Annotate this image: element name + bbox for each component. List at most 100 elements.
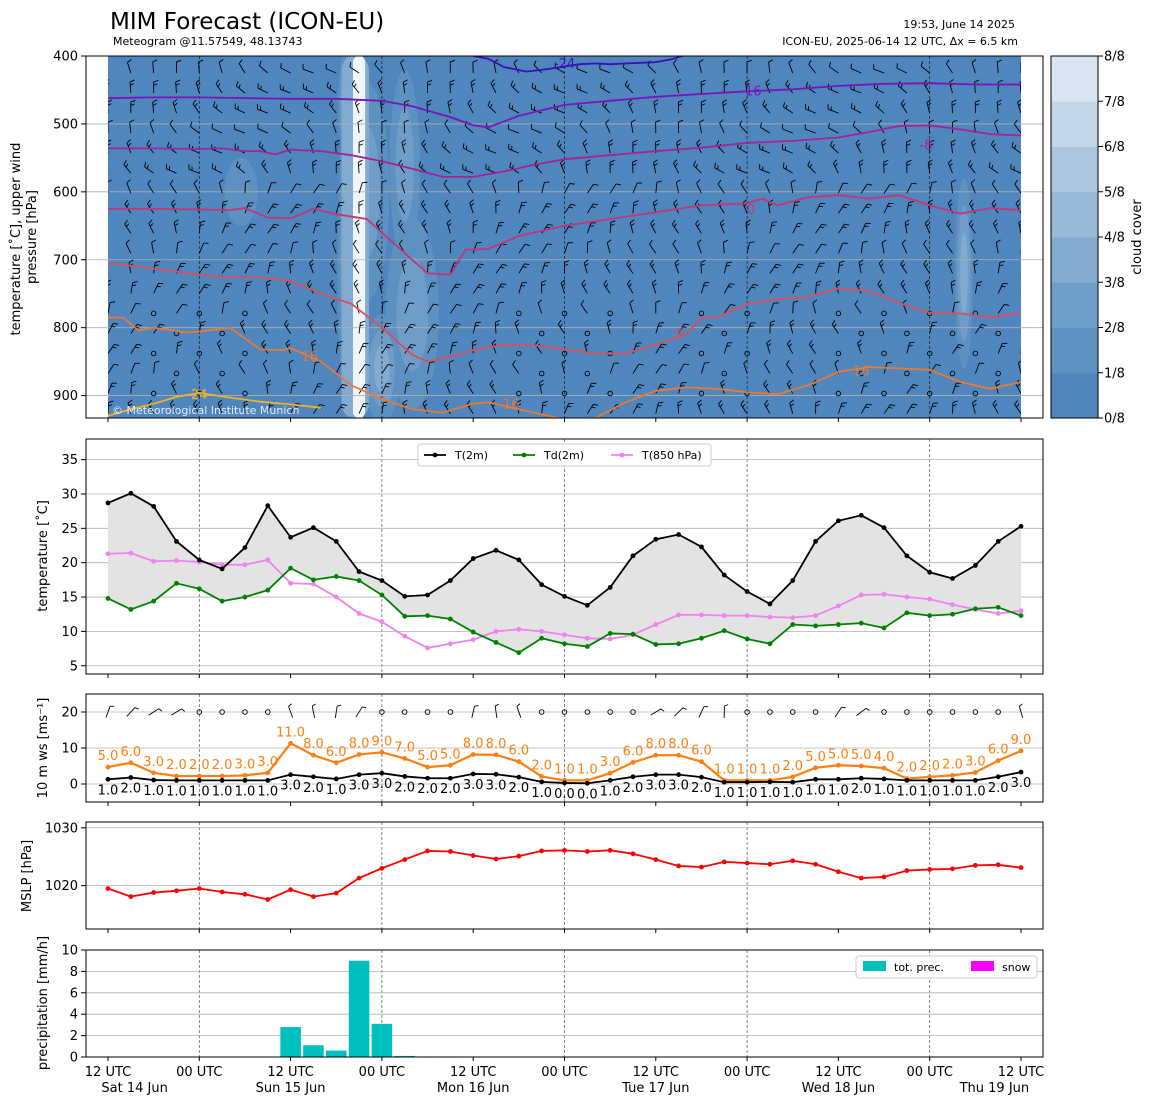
calm-wind-marker [196, 350, 203, 357]
wind-barb [996, 59, 1002, 74]
wind-barb [198, 59, 204, 74]
wind-barb [235, 161, 246, 174]
wind-barb [490, 79, 497, 94]
wind-barb [312, 239, 318, 254]
wind-barb [257, 83, 268, 94]
wind-barb [144, 161, 154, 174]
data-point [584, 635, 590, 641]
wind-barb [923, 239, 931, 254]
wind-barb [308, 259, 314, 274]
data-point [151, 558, 157, 564]
data-point [584, 780, 590, 786]
data-point [904, 610, 910, 616]
calm-wind-marker [904, 370, 910, 377]
wind-value-label: 5.0 [828, 747, 849, 762]
wind-barb [905, 139, 912, 154]
wind-value-label: 6.0 [623, 744, 644, 759]
wind-value-label: 3.0 [280, 779, 301, 794]
calm-wind-marker [949, 370, 956, 377]
wind-barb [929, 139, 935, 154]
x-tick-label: 12 UTC [815, 1065, 861, 1080]
isotherm-label: 16 [301, 350, 318, 365]
wind-barb [792, 243, 804, 254]
wind-barb [472, 242, 482, 254]
data-point [676, 752, 682, 758]
calm-wind-marker [698, 310, 705, 317]
isotherm--16 [108, 82, 1021, 129]
data-point [288, 772, 293, 778]
wind-barb [353, 279, 360, 294]
wind-barb [449, 240, 456, 254]
wind-barb [759, 144, 771, 154]
wind-barb [582, 139, 588, 154]
wind-barb [518, 243, 531, 254]
wind-barb [929, 364, 941, 374]
wind-barb [769, 263, 782, 274]
wind-barb [852, 120, 862, 134]
wind-barb [604, 259, 611, 274]
wind-value-label: 1.0 [714, 762, 735, 777]
wind-value-label: 8.0 [349, 736, 370, 751]
wind-barb [809, 319, 816, 334]
wind-barb [701, 323, 713, 334]
wind-barb [244, 180, 251, 194]
wind-barb [792, 222, 803, 234]
wind-barb [830, 140, 839, 154]
day-label: Wed 18 Jun [802, 1081, 875, 1096]
wind-value-label: 8.0 [486, 737, 507, 752]
data-point [242, 594, 248, 600]
wind-barb [677, 119, 684, 134]
calm-wind-marker [949, 709, 956, 715]
wind-barb [855, 139, 862, 154]
wind-barb [127, 399, 133, 414]
wind-barb [514, 319, 520, 334]
isotherm-16 [108, 316, 1021, 418]
wind-barb [335, 201, 345, 214]
wind-barb [445, 379, 451, 394]
calm-wind-marker [835, 390, 842, 397]
wind-barb [404, 363, 415, 374]
calm-wind-marker [904, 330, 910, 337]
wind-barb [581, 279, 588, 294]
wind-barb [837, 182, 848, 194]
precipitation-bar [371, 1023, 393, 1057]
wind-barb [952, 382, 962, 394]
wind-value-label: 5.0 [805, 750, 826, 765]
data-point [105, 500, 111, 506]
wind-value-label: 2.0 [942, 757, 963, 772]
wind-value-label: 1.0 [760, 786, 781, 801]
wind-barb [335, 383, 348, 394]
wind-barb [858, 259, 864, 274]
legend-label: snow [1002, 961, 1030, 974]
data-point [151, 770, 157, 776]
wind-barb [564, 402, 574, 414]
wind-barb [769, 243, 780, 254]
data-point [333, 574, 339, 579]
wind-barb [808, 59, 816, 74]
data-point [972, 862, 978, 868]
wind-barb [508, 124, 520, 134]
wind-barb [649, 259, 657, 274]
data-point [493, 856, 499, 862]
calm-wind-marker [881, 390, 887, 397]
wind-barb [928, 119, 934, 134]
x-tick-label: 12 UTC [633, 1065, 679, 1080]
wind-value-label: 6.0 [988, 743, 1009, 758]
data-point [265, 557, 271, 563]
data-point [242, 778, 248, 783]
wind-barb [1018, 703, 1024, 718]
data-point [311, 894, 316, 900]
wind-barb [261, 159, 269, 174]
y-tick-label: 4 [70, 1008, 78, 1023]
data-point [333, 538, 339, 544]
wind-barb [860, 403, 872, 414]
wind-value-labels: 5.0 6.03.0 2.0 2.0 2.0 3.0 3.011.08.06.08.0 9.0… [98, 725, 1032, 802]
wind-barb [541, 223, 553, 234]
wind-barb [176, 303, 188, 314]
wind-barb [130, 281, 138, 294]
data-point [950, 778, 955, 783]
wind-barb [531, 82, 542, 94]
wind-barb [472, 263, 484, 274]
wind-barb [217, 399, 223, 414]
wind-barb [1015, 199, 1021, 214]
